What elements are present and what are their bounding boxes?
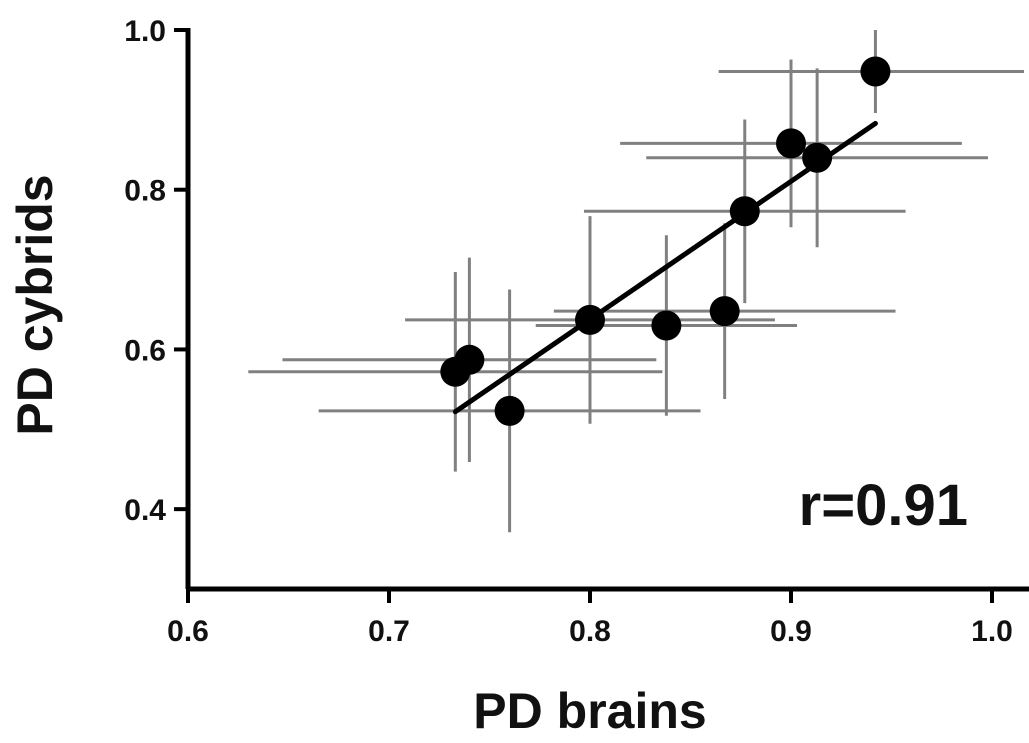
regression-line [452, 120, 878, 415]
tick-labels-group: 0.6 0.7 0.8 0.9 1.0 0.4 0.6 0.8 1.0 [124, 15, 1013, 648]
fit-line-group [452, 120, 878, 415]
data-point-3 [494, 395, 525, 426]
data-point-4 [575, 304, 605, 335]
data-point-6 [709, 296, 740, 327]
correlation-annotation: r=0.91 [799, 473, 968, 538]
data-point-8 [776, 128, 806, 159]
data-point-7 [729, 196, 760, 227]
y-tick-label-0.4: 0.4 [124, 494, 166, 527]
x-axis-title: PD brains [473, 683, 706, 738]
x-tick-label-0.9: 0.9 [770, 615, 812, 648]
x-tick-label-1.0: 1.0 [971, 615, 1013, 648]
data-point-10 [860, 56, 891, 87]
x-tick-label-0.6: 0.6 [167, 615, 209, 648]
y-axis-title: PD cybrids [7, 174, 63, 435]
y-tick-label-1.0: 1.0 [124, 15, 166, 48]
x-tick-label-0.7: 0.7 [368, 615, 410, 648]
data-point-2 [454, 344, 485, 375]
x-tick-label-0.8: 0.8 [569, 615, 611, 648]
data-point-5 [651, 310, 682, 341]
data-points-group [440, 56, 891, 426]
y-tick-label-0.8: 0.8 [124, 175, 166, 208]
axes-group [174, 28, 1029, 603]
y-tick-label-0.6: 0.6 [124, 334, 166, 367]
error-bars-group [248, 30, 1024, 533]
data-point-9 [802, 142, 833, 173]
